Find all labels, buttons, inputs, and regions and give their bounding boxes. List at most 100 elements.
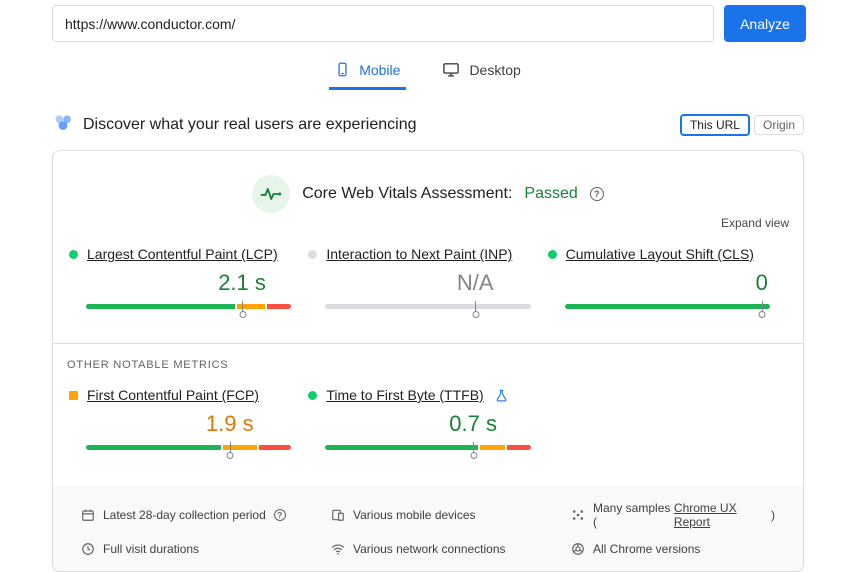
metric-value-row: N/A bbox=[325, 270, 530, 298]
url-input[interactable] bbox=[52, 5, 714, 42]
metric-head-inp: Interaction to Next Paint (INP) bbox=[308, 246, 530, 262]
chrome-ux-report-link[interactable]: Chrome UX Report bbox=[673, 501, 737, 529]
metric-name-ttfb[interactable]: Time to First Byte (TTFB) bbox=[326, 387, 484, 403]
footer-item-chrome: All Chrome versions bbox=[571, 542, 775, 556]
green-dot-icon bbox=[69, 249, 78, 259]
metric-value-row: 1.9 s bbox=[86, 411, 291, 439]
bar-segment-poor bbox=[259, 445, 292, 450]
help-icon[interactable]: ? bbox=[589, 187, 604, 201]
this-url-button[interactable]: This URL bbox=[679, 113, 750, 136]
metric-head-lcp: Largest Contentful Paint (LCP) bbox=[69, 246, 291, 262]
clock-icon bbox=[81, 542, 95, 556]
other-metrics-label: OTHER NOTABLE METRICS bbox=[67, 359, 229, 371]
field-section-title: Discover what your real users are experi… bbox=[83, 115, 417, 133]
analyze-button[interactable]: Analyze bbox=[724, 5, 806, 42]
help-icon[interactable]: ? bbox=[273, 509, 286, 521]
metric-value-cls: 0 bbox=[755, 270, 768, 295]
footer-item-text: Various network connections bbox=[353, 542, 506, 556]
metric-value-lcp: 2.1 s bbox=[218, 270, 266, 295]
samples-icon bbox=[571, 508, 585, 522]
gray-dot-icon bbox=[308, 249, 318, 259]
metric-value-fcp: 1.9 s bbox=[205, 411, 254, 436]
expand-view-link[interactable]: Expand view bbox=[720, 216, 789, 230]
footer-item-devices: Various mobile devices bbox=[331, 501, 571, 529]
metric-bar-cls bbox=[564, 301, 770, 312]
metric-fcp: First Contentful Paint (FCP) 1.9 s bbox=[69, 387, 292, 462]
percentile-marker-icon bbox=[761, 301, 763, 312]
bar-segment-average bbox=[480, 445, 505, 450]
metric-bar-ttfb bbox=[325, 442, 531, 453]
metric-head-ttfb: Time to First Byte (TTFB) bbox=[308, 387, 530, 403]
footer-item-text: Various mobile devices bbox=[353, 508, 476, 522]
core-web-vitals-card: Core Web Vitals Assessment: Passed ? Exp… bbox=[52, 150, 804, 572]
metric-value-row: 0.7 s bbox=[325, 411, 530, 439]
footer-item-text: All Chrome versions bbox=[593, 542, 701, 556]
bar-segment-poor bbox=[267, 304, 292, 309]
metric-name-fcp[interactable]: First Contentful Paint (FCP) bbox=[87, 387, 259, 403]
footer-item-samples: Many samples (Chrome UX Report) bbox=[571, 501, 775, 529]
assessment-header: Core Web Vitals Assessment: Passed ? bbox=[53, 151, 803, 213]
orange-square-icon bbox=[69, 390, 78, 400]
percentile-marker-icon bbox=[229, 442, 231, 453]
devices-icon bbox=[331, 508, 345, 522]
metric-lcp: Largest Contentful Paint (LCP) 2.1 s bbox=[69, 246, 292, 321]
metric-value-inp: N/A bbox=[456, 270, 494, 295]
metric-name-cls[interactable]: Cumulative Layout Shift (CLS) bbox=[565, 246, 754, 262]
experimental-flask-icon bbox=[495, 389, 508, 402]
metric-bar-fcp bbox=[86, 442, 292, 453]
scope-toggle: This URL Origin bbox=[679, 113, 804, 136]
percentile-marker-icon bbox=[475, 301, 477, 312]
tab-desktop-label: Desktop bbox=[469, 61, 521, 78]
tab-desktop[interactable]: Desktop bbox=[436, 57, 526, 90]
device-tabs: Mobile Desktop bbox=[0, 57, 856, 90]
green-dot-icon bbox=[308, 390, 318, 400]
core-metrics-row: Largest Contentful Paint (LCP) 2.1 s Inter… bbox=[53, 230, 803, 343]
other-metrics-row: First Contentful Paint (FCP) 1.9 s Time to… bbox=[53, 371, 803, 484]
metric-value-row: 0 bbox=[565, 270, 770, 298]
green-dot-icon bbox=[547, 249, 557, 259]
footer-item-clock: Full visit durations bbox=[81, 542, 331, 556]
bar-segment-good bbox=[86, 304, 235, 309]
url-bar: Analyze bbox=[0, 0, 856, 42]
mobile-phone-icon bbox=[335, 61, 350, 78]
metric-value-ttfb: 0.7 s bbox=[449, 411, 498, 436]
chrome-icon bbox=[571, 542, 585, 556]
origin-button[interactable]: Origin bbox=[753, 114, 804, 135]
bar-segment-average bbox=[222, 445, 258, 450]
metric-name-lcp[interactable]: Largest Contentful Paint (LCP) bbox=[87, 246, 278, 262]
pulse-heartbeat-icon bbox=[252, 175, 291, 213]
footer-item-text: Latest 28-day collection period bbox=[103, 508, 266, 522]
metric-value-row: 2.1 s bbox=[86, 270, 291, 298]
tab-mobile[interactable]: Mobile bbox=[329, 57, 407, 90]
calendar-icon bbox=[81, 508, 95, 522]
metric-bar-lcp bbox=[86, 301, 292, 312]
tab-mobile-label: Mobile bbox=[359, 61, 401, 78]
metric-head-fcp: First Contentful Paint (FCP) bbox=[69, 387, 291, 403]
metric-head-cls: Cumulative Layout Shift (CLS) bbox=[547, 246, 770, 262]
metric-ttfb: Time to First Byte (TTFB) 0.7 s bbox=[308, 387, 531, 462]
bar-segment-poor bbox=[506, 445, 531, 450]
metric-cls: Cumulative Layout Shift (CLS) 0 bbox=[547, 246, 770, 321]
section-divider bbox=[53, 343, 803, 344]
desktop-monitor-icon bbox=[442, 61, 460, 78]
bar-segment-good bbox=[86, 445, 221, 450]
bar-segment-na bbox=[325, 304, 531, 309]
network-icon bbox=[331, 542, 345, 556]
bar-segment-average bbox=[237, 304, 266, 309]
bar-segment-good bbox=[325, 445, 479, 450]
footer-item-calendar: Latest 28-day collection period? bbox=[81, 501, 331, 529]
bar-segment-good bbox=[564, 304, 770, 309]
real-users-icon bbox=[52, 111, 74, 138]
percentile-marker-icon bbox=[242, 301, 244, 312]
footer-item-network: Various network connections bbox=[331, 542, 571, 556]
assessment-result: Passed bbox=[524, 185, 578, 202]
metric-bar-inp bbox=[325, 301, 531, 312]
assessment-title: Core Web Vitals Assessment: bbox=[302, 185, 513, 202]
footer-item-text: Full visit durations bbox=[103, 542, 200, 556]
metric-name-inp[interactable]: Interaction to Next Paint (INP) bbox=[326, 246, 513, 262]
metric-inp: Interaction to Next Paint (INP) N/A bbox=[308, 246, 531, 321]
footer-item-text: ) bbox=[771, 508, 775, 522]
field-data-header: Discover what your real users are experi… bbox=[52, 111, 804, 138]
percentile-marker-icon bbox=[473, 442, 475, 453]
footer-item-text: Many samples ( bbox=[593, 501, 671, 529]
